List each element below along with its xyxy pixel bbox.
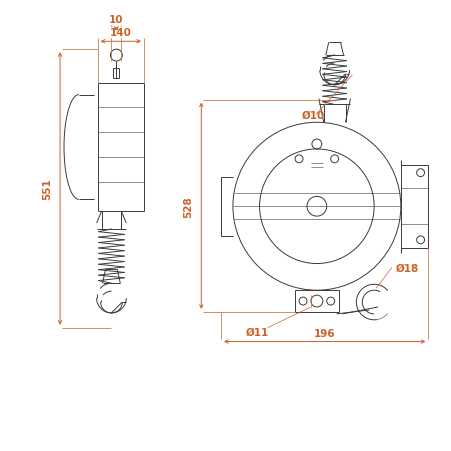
Text: Ø11: Ø11 <box>245 327 269 337</box>
Text: 10: 10 <box>109 15 123 25</box>
Text: Ø10: Ø10 <box>301 110 325 120</box>
Text: 528: 528 <box>183 195 193 217</box>
Text: 551: 551 <box>42 178 52 200</box>
Text: Ø18: Ø18 <box>395 263 418 273</box>
Text: 196: 196 <box>313 328 335 338</box>
Text: 140: 140 <box>110 28 131 38</box>
